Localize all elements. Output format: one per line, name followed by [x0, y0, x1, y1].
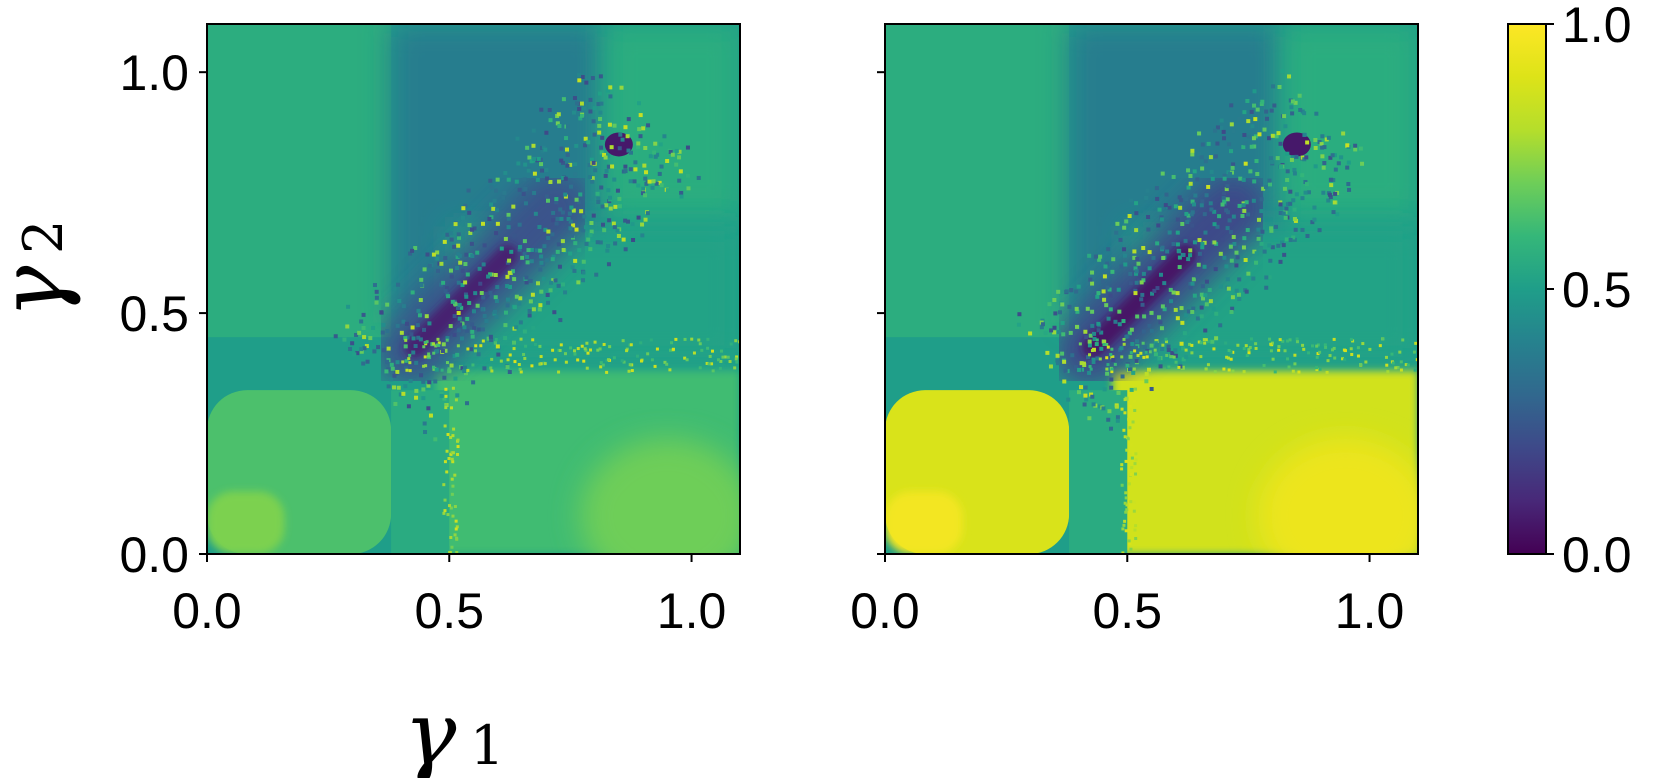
noise-pixels [333, 73, 740, 554]
heatmap-left-image [207, 24, 740, 554]
x-tick-label: 1.0 [1335, 583, 1405, 639]
colorbar-tick-label: 1.0 [1562, 0, 1632, 53]
region-corner-peak [885, 491, 963, 554]
heatmap-right: 0.0 0.5 1.0 [850, 23, 1419, 639]
region-vertical-strip [391, 390, 450, 554]
x-ticks-left: 0.0 0.5 1.0 [172, 554, 726, 639]
dark-hole [1282, 132, 1311, 157]
y-ticks-right [877, 71, 885, 555]
region-lower-right-bright [1258, 438, 1418, 554]
y-axis-label: γ 2 [0, 220, 83, 319]
dark-hole [604, 132, 633, 157]
region-upper-left [207, 24, 392, 338]
noise-pixels [1016, 69, 1418, 554]
region-corner-peak [207, 491, 285, 554]
heatmap-right-frame [884, 23, 1419, 555]
y-axis-label-symbol: γ [0, 265, 83, 318]
x-axis-label-subscript: 1 [470, 714, 504, 777]
y-ticks-left: 0.0 0.5 1.0 [119, 45, 207, 583]
y-axis-label-subscript: 2 [12, 220, 75, 254]
x-axis-label: γ 1 [404, 682, 505, 778]
colorbar-ticks: 0.0 0.5 1.0 [1546, 0, 1632, 583]
colorbar-tick-label: 0.0 [1562, 527, 1632, 583]
heatmap-left-frame [206, 23, 741, 555]
x-tick-label: 1.0 [657, 583, 727, 639]
x-axis-label-symbol: γ [404, 682, 457, 778]
x-tick-label: 0.0 [850, 583, 920, 639]
x-ticks-right: 0.0 0.5 1.0 [850, 554, 1404, 639]
y-tick-label: 0.0 [119, 527, 189, 583]
region-upper-left [885, 24, 1070, 338]
colorbar-gradient [1508, 24, 1546, 554]
y-tick-label: 1.0 [119, 45, 189, 101]
colorbar-tick-label: 0.5 [1562, 262, 1632, 318]
region-vertical-strip [1069, 390, 1128, 554]
heatmap-right-image [885, 24, 1418, 554]
x-tick-label: 0.5 [415, 583, 485, 639]
heatmap-left: 0.0 0.5 1.0 0.0 0.5 1.0 [119, 23, 741, 639]
region-upper-right [604, 24, 740, 217]
x-tick-label: 0.0 [172, 583, 242, 639]
colorbar: 0.0 0.5 1.0 [1507, 0, 1632, 583]
y-tick-label: 0.5 [119, 286, 189, 342]
x-tick-label: 0.5 [1093, 583, 1163, 639]
region-upper-right [1282, 24, 1418, 217]
region-lower-right-bright [580, 438, 740, 554]
diagonal-valley-core [404, 244, 519, 358]
